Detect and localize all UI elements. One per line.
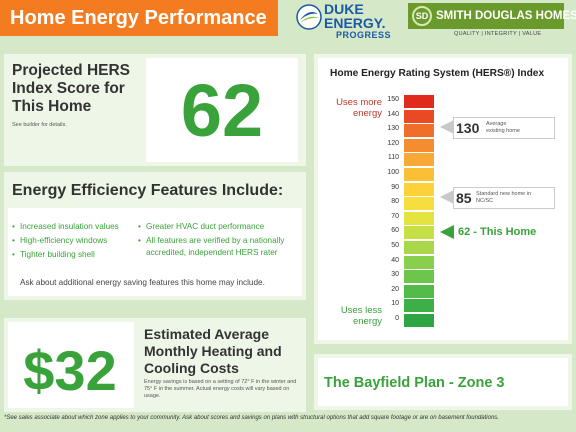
scale-bar [404, 255, 434, 269]
scale-tick-label: 10 [391, 300, 399, 308]
scale-tick-label: 130 [387, 125, 399, 133]
cost-amount-box [8, 322, 134, 408]
scale-bar [404, 182, 434, 196]
callout-this-home: 62 - This Home [458, 226, 537, 238]
feature-item: Increased insulation values [12, 221, 137, 233]
page-title: Home Energy Performance [0, 0, 278, 36]
scale-bar [404, 138, 434, 152]
scale-bar [404, 95, 434, 108]
scale-bar [404, 197, 434, 211]
scale-tick-label: 90 [391, 183, 399, 191]
hers-score-value: 62 [180, 69, 264, 152]
scale-bar [404, 314, 434, 327]
smith-douglas-monogram-icon: SD [412, 6, 432, 26]
scale-bar [404, 211, 434, 225]
feature-item: Greater HVAC duct performance [138, 221, 300, 233]
smith-douglas-name: SMITH DOUGLAS HOMES [436, 10, 576, 22]
scale-tick-label: 60 [391, 227, 399, 235]
features-list-left: Increased insulation values High-efficie… [12, 221, 137, 263]
scale-bar [404, 153, 434, 167]
plan-name: The Bayfield Plan - Zone 3 [324, 375, 505, 391]
scale-tick-label: 150 [387, 96, 399, 103]
scale-tick-label: 110 [387, 154, 399, 162]
scale-bar [404, 241, 434, 254]
duke-energy-mark-icon [296, 4, 322, 30]
callout-new-value: 85 [456, 190, 472, 206]
scale-bar [404, 109, 434, 123]
plan-box [318, 358, 568, 406]
features-title: Energy Efficiency Features Include: [12, 182, 284, 199]
scale-bar [404, 168, 434, 181]
scale-tick-label: 40 [391, 256, 399, 264]
scale-tick-label: 100 [387, 169, 399, 176]
feature-item: High-efficiency windows [12, 235, 137, 247]
smith-douglas-tagline: QUALITY | INTEGRITY | VALUE [454, 31, 542, 37]
duke-energy-logo: DUKE ENERGY. PROGRESS [296, 2, 396, 42]
callout-existing-value: 130 [456, 120, 480, 136]
scale-tick-label: 0 [395, 315, 399, 322]
duke-energy-sub: PROGRESS [336, 30, 392, 40]
hers-score-box [146, 58, 298, 162]
callout-arrow-icon [440, 225, 454, 239]
scale-tick-label: 30 [391, 271, 399, 279]
callout-existing-label: Average existing home [486, 121, 520, 134]
features-ask-note: Ask about additional energy saving featu… [20, 278, 265, 287]
features-list-right: Greater HVAC duct performance All featur… [138, 221, 300, 261]
feature-item: All features are verified by a nationall… [138, 235, 300, 259]
scale-tick-label: 140 [387, 110, 399, 118]
scale-bar [404, 270, 434, 284]
callout-box-existing [453, 117, 555, 139]
smith-douglas-banner: SD SMITH DOUGLAS HOMES [408, 3, 576, 29]
footnote: *See sales associate about which zone ap… [4, 415, 499, 421]
smith-douglas-logo: SD SMITH DOUGLAS HOMES QUALITY | INTEGRI… [408, 3, 576, 39]
scale-tick-label: 20 [391, 285, 399, 293]
monthly-cost-value: $32 [23, 339, 117, 402]
uses-less-energy-label: Uses less energy [340, 305, 382, 327]
hers-score-note: See builder for details. [12, 122, 67, 128]
duke-energy-name: DUKE ENERGY. [324, 1, 386, 31]
scale-bar [404, 226, 434, 240]
hers-scale-title: Home Energy Rating System (HERS®) Index [330, 68, 545, 79]
scale-tick-label: 80 [391, 198, 399, 206]
cost-note: Energy savings is based on a setting of … [144, 379, 297, 399]
uses-more-energy-label: Uses more energy [336, 97, 382, 119]
scale-tick-label: 120 [387, 139, 399, 147]
callout-box-new [453, 187, 555, 209]
callout-arrow-icon [440, 190, 454, 204]
scale-bar [404, 299, 434, 313]
scale-tick-label: 50 [391, 242, 399, 249]
scale-bar [404, 124, 434, 138]
scale-bar [404, 284, 434, 298]
feature-item: Tighter building shell [12, 249, 137, 261]
callout-arrow-icon [440, 120, 454, 134]
callout-new-label: Standard new home in NC/SC [476, 191, 532, 204]
hers-score-title: Projected HERS Index Score for This Home [12, 62, 131, 115]
scale-tick-label: 70 [391, 212, 399, 220]
cost-title: Estimated Average Monthly Heating and Co… [144, 326, 282, 376]
